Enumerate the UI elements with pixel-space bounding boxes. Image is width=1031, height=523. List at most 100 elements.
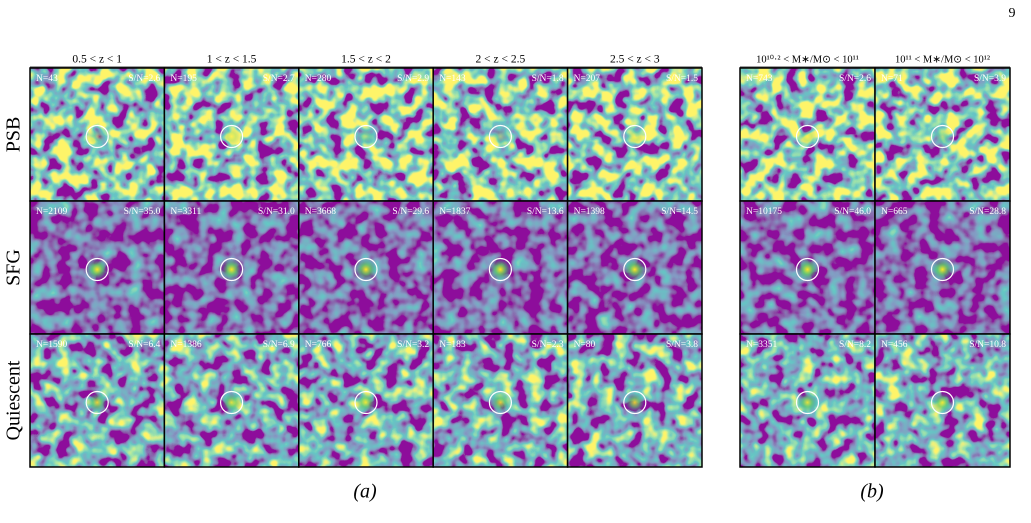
column-header: 2.5 < z < 3 [610, 54, 660, 66]
count-label: N=1398 [574, 207, 605, 217]
snr-label: S/N=3.2 [397, 340, 429, 350]
snr-label: S/N=2.6 [128, 74, 160, 84]
aperture-ring [220, 390, 244, 415]
stack-panel: N=10175 S/N=46.0 [739, 200, 876, 335]
panel-border [874, 333, 1011, 468]
count-label: N=10175 [746, 207, 782, 217]
aperture-ring [623, 390, 647, 415]
snr-label: S/N=10.8 [969, 340, 1006, 350]
aperture-ring [930, 390, 955, 415]
snr-label: S/N=6.4 [128, 340, 160, 350]
count-label: N=207 [574, 74, 601, 84]
stack-panel: N=80 S/N=3.8 [566, 333, 703, 468]
stack-panel: N=1590 S/N=6.4 [29, 333, 166, 468]
snr-label: S/N=2.3 [532, 340, 564, 350]
snr-label: S/N=28.8 [969, 207, 1006, 217]
snr-label: S/N=14.5 [661, 207, 698, 217]
source-blob [623, 258, 646, 281]
aperture-ring [220, 257, 244, 282]
snr-label: S/N=8.2 [839, 340, 871, 350]
snr-label: S/N=6.9 [263, 340, 295, 350]
aperture-ring [85, 257, 109, 282]
stack-panel: N=456 S/N=10.8 [874, 333, 1011, 468]
stack-panel: N=1386 S/N=6.9 [163, 333, 300, 468]
aperture-ring [623, 124, 647, 149]
stack-panel: N=3351 S/N=8.2 [739, 333, 876, 468]
stack-panel: N=71 S/N=3.9 [874, 67, 1011, 202]
column-header: 10¹¹ < M∗/M⊙ < 10¹² [895, 54, 990, 65]
column-header: 1 < z < 1.5 [207, 54, 257, 66]
aperture-ring [220, 124, 244, 149]
column-header: 0.5 < z < 1 [72, 54, 122, 66]
stack-panel: N=143 S/N=1.8 [432, 67, 569, 202]
count-label: N=183 [439, 340, 466, 350]
source-blob [932, 392, 953, 413]
aperture-ring [85, 124, 109, 149]
row-label: PSB [3, 117, 25, 153]
aperture-ring [930, 124, 955, 149]
count-label: N=766 [305, 340, 332, 350]
count-label: N=80 [574, 340, 596, 350]
column-header: 10¹⁰·² < M∗/M⊙ < 10¹¹ [756, 53, 859, 65]
aperture-ring [930, 257, 955, 282]
count-label: N=43 [36, 74, 58, 84]
row-label: SFG [3, 249, 25, 286]
aperture-ring [623, 257, 647, 282]
stack-panel: N=1398 S/N=14.5 [566, 200, 703, 335]
snr-label: S/N=31.0 [258, 207, 295, 217]
count-label: N=3311 [170, 207, 201, 217]
count-label: N=1590 [36, 340, 67, 350]
count-label: N=1837 [439, 207, 470, 217]
snr-label: S/N=3.8 [666, 340, 698, 350]
count-label: N=743 [746, 74, 773, 84]
snr-label: S/N=1.8 [532, 74, 564, 84]
count-label: N=456 [881, 340, 908, 350]
row-label: Quiescent [3, 360, 25, 440]
source-blob [796, 258, 819, 281]
stack-panel: N=183 S/N=2.3 [432, 333, 569, 468]
snr-label: S/N=1.5 [666, 74, 698, 84]
source-blob [88, 127, 107, 146]
count-label: N=1386 [170, 340, 201, 350]
source-blob [931, 258, 954, 281]
snr-label: S/N=46.0 [834, 207, 871, 217]
source-blob [87, 392, 108, 413]
stack-panel: N=766 S/N=3.2 [298, 333, 434, 468]
aperture-ring [488, 124, 512, 149]
aperture-ring [795, 257, 820, 282]
source-blob [490, 392, 511, 413]
aperture-ring [488, 257, 512, 282]
count-label: N=195 [170, 74, 197, 84]
source-blob [357, 127, 375, 146]
count-label: N=143 [439, 74, 466, 84]
column-header: 2 < z < 2.5 [476, 54, 526, 66]
aperture-ring [85, 390, 109, 415]
source-blob [797, 392, 818, 413]
source-blob [933, 127, 952, 146]
source-blob [220, 258, 243, 281]
snr-label: S/N=35.0 [124, 207, 161, 217]
snr-label: S/N=2.6 [839, 74, 871, 84]
aperture-ring [354, 257, 378, 282]
snr-label: S/N=13.6 [527, 207, 564, 217]
source-blob [355, 258, 377, 281]
source-blob [491, 127, 510, 146]
aperture-ring [488, 390, 512, 415]
aperture-ring [354, 124, 378, 149]
snr-label: S/N=29.6 [392, 207, 429, 217]
snr-label: S/N=2.7 [263, 74, 295, 84]
snr-label: S/N=2.9 [397, 74, 429, 84]
stack-panel: N=195 S/N=2.7 [163, 67, 300, 202]
stack-panel: N=280 S/N=2.9 [298, 67, 434, 202]
aperture-ring [795, 390, 820, 415]
stack-panel: N=1837 S/N=13.6 [432, 200, 569, 335]
stack-panel: N=665 S/N=28.8 [874, 200, 1011, 335]
stack-panel: N=2109 S/N=35.0 [29, 200, 166, 335]
count-label: N=3351 [746, 340, 777, 350]
aperture-ring [795, 124, 820, 149]
source-blob [489, 258, 512, 281]
stack-panel: N=743 S/N=2.6 [739, 67, 876, 202]
panel-border [566, 333, 703, 468]
count-label: N=71 [881, 74, 903, 84]
